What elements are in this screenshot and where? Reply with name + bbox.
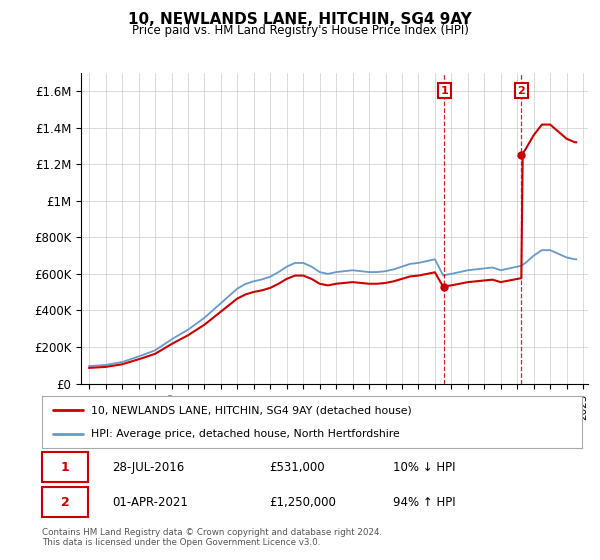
Text: 10% ↓ HPI: 10% ↓ HPI bbox=[393, 460, 455, 474]
Text: HPI: Average price, detached house, North Hertfordshire: HPI: Average price, detached house, Nort… bbox=[91, 429, 400, 439]
FancyBboxPatch shape bbox=[42, 487, 88, 517]
Text: 01-APR-2021: 01-APR-2021 bbox=[112, 496, 188, 509]
Text: 94% ↑ HPI: 94% ↑ HPI bbox=[393, 496, 455, 509]
Text: 2: 2 bbox=[517, 86, 525, 96]
Text: 10, NEWLANDS LANE, HITCHIN, SG4 9AY (detached house): 10, NEWLANDS LANE, HITCHIN, SG4 9AY (det… bbox=[91, 405, 412, 416]
Text: £1,250,000: £1,250,000 bbox=[269, 496, 335, 509]
Text: £531,000: £531,000 bbox=[269, 460, 325, 474]
Text: Contains HM Land Registry data © Crown copyright and database right 2024.
This d: Contains HM Land Registry data © Crown c… bbox=[42, 528, 382, 547]
FancyBboxPatch shape bbox=[42, 452, 88, 482]
Text: 1: 1 bbox=[61, 460, 70, 474]
Text: 10, NEWLANDS LANE, HITCHIN, SG4 9AY: 10, NEWLANDS LANE, HITCHIN, SG4 9AY bbox=[128, 12, 472, 27]
Text: 1: 1 bbox=[440, 86, 448, 96]
Text: 28-JUL-2016: 28-JUL-2016 bbox=[112, 460, 184, 474]
Text: Price paid vs. HM Land Registry's House Price Index (HPI): Price paid vs. HM Land Registry's House … bbox=[131, 24, 469, 37]
Text: 2: 2 bbox=[61, 496, 70, 509]
